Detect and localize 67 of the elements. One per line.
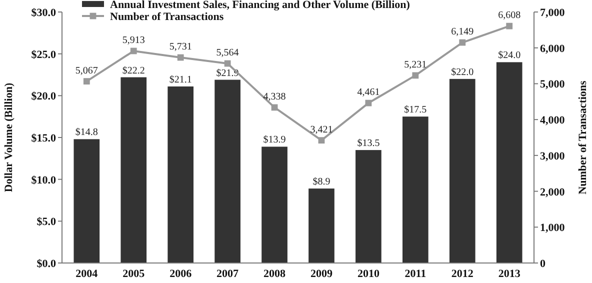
data-label: 5,067 (75, 65, 98, 76)
point (224, 60, 231, 67)
y-axis-title: Dollar Volume (Billion) (3, 82, 15, 192)
point (365, 100, 372, 106)
data-label: 5,564 (216, 47, 239, 58)
y2-tick-label: 2,000 (540, 186, 566, 198)
y-tick-label: $5.0 (36, 216, 56, 228)
y-tick-label: $20.0 (31, 90, 56, 103)
y-tick-label: $15.0 (31, 132, 56, 144)
point (130, 48, 137, 54)
x-tick-label: 2005 (122, 268, 146, 280)
point (459, 39, 466, 46)
point (506, 22, 513, 30)
y2-tick-label: 4,000 (540, 114, 566, 127)
data-label: $21.1 (169, 74, 192, 86)
data-label: $8.9 (312, 176, 330, 188)
x-tick-label: 2009 (310, 268, 333, 280)
x-tick-label: 2012 (451, 268, 474, 280)
bar (356, 150, 382, 263)
x-tick-label: 2010 (357, 268, 380, 280)
bar (74, 139, 100, 263)
y2-tick-label: 7,000 (540, 7, 566, 19)
point (177, 54, 184, 61)
data-label: $13.5 (357, 138, 380, 150)
data-label: $22.2 (122, 65, 145, 76)
x-tick-label: 2013 (498, 268, 521, 280)
y-tick-label: $0.0 (36, 258, 56, 270)
y-tick-label: $30.0 (31, 7, 56, 19)
y2-tick-label: 1,000 (540, 222, 566, 234)
point (412, 72, 419, 79)
y2-tick-label: 5,000 (540, 78, 566, 91)
bar (262, 146, 288, 263)
data-label: 6,608 (498, 10, 521, 22)
data-label: $14.8 (75, 127, 98, 138)
bar (168, 86, 194, 263)
y-tick-label: $25.0 (31, 48, 56, 61)
bar (120, 77, 147, 263)
y2-axis-title: Number of Transactions (577, 80, 589, 194)
x-tick-label: 2006 (170, 268, 192, 280)
legend-label: Annual Investment Sales, Financing and Other Volume (Billion) (110, 0, 410, 11)
data-label: $13.9 (263, 134, 286, 146)
x-tick-label: 2007 (216, 268, 240, 280)
bar (308, 188, 334, 263)
data-label: $22.0 (451, 66, 474, 78)
bar (496, 62, 522, 263)
bar (402, 116, 428, 263)
bar (214, 80, 240, 263)
x-tick-label: 2008 (264, 268, 286, 280)
legend-label: Number of Transactions (110, 11, 224, 23)
data-label: 6,149 (451, 26, 474, 38)
y-tick-label: $10.0 (31, 174, 56, 186)
data-label: 5,231 (404, 59, 427, 70)
y2-tick-label: 0 (540, 258, 546, 270)
x-tick-label: 2011 (404, 268, 426, 280)
data-label: 4,461 (357, 87, 380, 98)
data-label: $17.5 (404, 104, 427, 116)
y2-tick-label: 6,000 (540, 42, 566, 55)
data-label: 5,731 (169, 42, 192, 53)
point (83, 78, 90, 85)
data-label: $24.0 (498, 50, 521, 62)
data-label: 3,421 (310, 124, 333, 136)
data-label: 5,913 (122, 34, 145, 46)
point (318, 137, 325, 144)
data-label: 4,338 (263, 91, 286, 102)
x-tick-label: 2004 (76, 268, 98, 280)
y2-tick-label: 3,000 (540, 150, 566, 162)
bar (449, 78, 476, 263)
